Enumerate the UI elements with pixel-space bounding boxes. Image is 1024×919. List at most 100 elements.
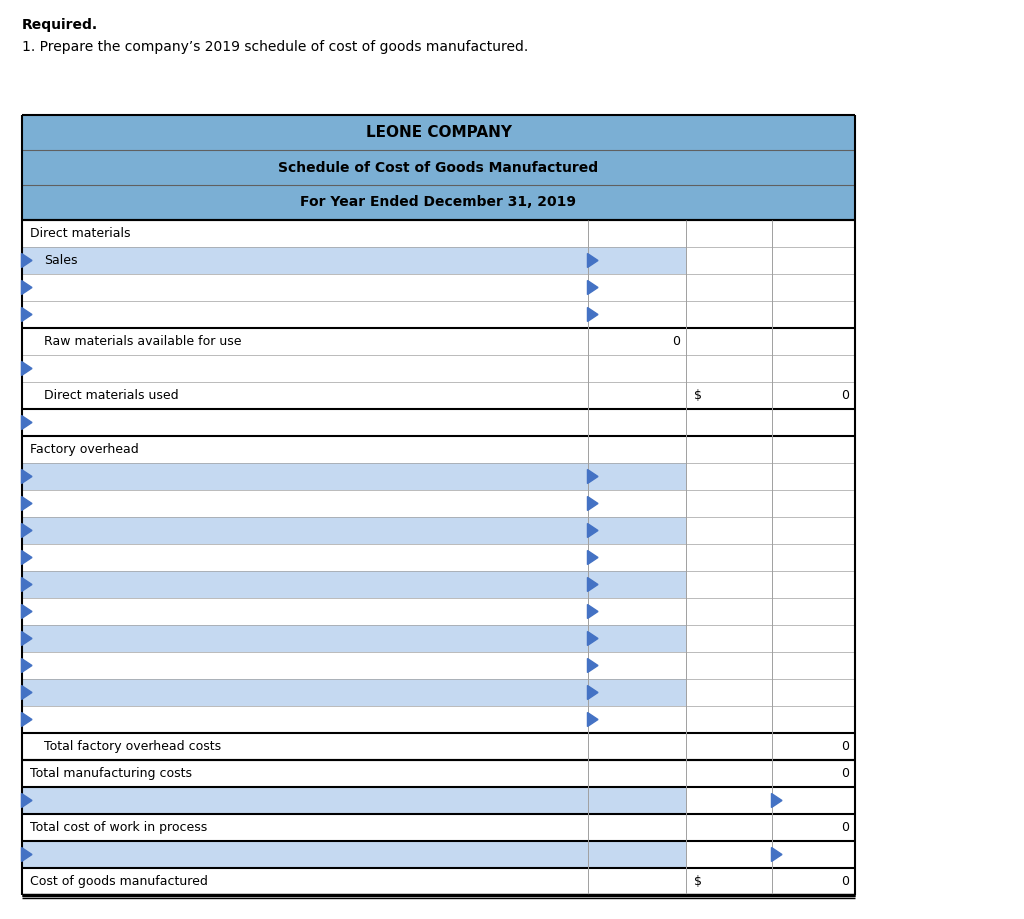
Bar — [22, 355, 588, 382]
Bar — [772, 760, 855, 787]
Bar — [686, 625, 772, 652]
Text: Factory overhead: Factory overhead — [30, 443, 138, 456]
Bar — [686, 274, 772, 301]
Bar — [588, 517, 686, 544]
Bar — [22, 598, 588, 625]
Bar — [22, 571, 588, 598]
Text: $: $ — [694, 389, 702, 402]
Bar — [588, 490, 686, 517]
Bar — [22, 185, 855, 220]
Polygon shape — [22, 280, 32, 294]
Bar — [588, 625, 686, 652]
Bar — [686, 436, 772, 463]
Text: Cost of goods manufactured: Cost of goods manufactured — [30, 875, 208, 888]
Bar — [772, 571, 855, 598]
Text: For Year Ended December 31, 2019: For Year Ended December 31, 2019 — [300, 196, 577, 210]
Bar — [588, 733, 686, 760]
Bar — [22, 787, 588, 814]
Bar — [686, 301, 772, 328]
Bar — [588, 301, 686, 328]
Text: Required.: Required. — [22, 18, 98, 32]
Bar — [686, 247, 772, 274]
Bar — [686, 706, 772, 733]
Bar — [22, 652, 588, 679]
Text: 1. Prepare the company’s 2019 schedule of cost of goods manufactured.: 1. Prepare the company’s 2019 schedule o… — [22, 40, 528, 54]
Polygon shape — [588, 550, 598, 564]
Polygon shape — [588, 659, 598, 673]
Bar — [686, 841, 772, 868]
Text: Total factory overhead costs: Total factory overhead costs — [44, 740, 221, 753]
Bar — [588, 463, 686, 490]
Bar — [588, 544, 686, 571]
Bar — [588, 571, 686, 598]
Bar — [686, 652, 772, 679]
Bar — [772, 328, 855, 355]
Bar — [686, 490, 772, 517]
Bar — [22, 409, 588, 436]
Text: $: $ — [694, 875, 702, 888]
Polygon shape — [588, 470, 598, 483]
Bar — [588, 652, 686, 679]
Bar — [22, 544, 588, 571]
Bar — [772, 301, 855, 328]
Polygon shape — [588, 631, 598, 645]
Bar — [686, 814, 772, 841]
Bar — [772, 463, 855, 490]
Bar — [772, 544, 855, 571]
Bar — [22, 517, 588, 544]
Bar — [772, 436, 855, 463]
Polygon shape — [22, 659, 32, 673]
Bar — [588, 814, 686, 841]
Polygon shape — [588, 686, 598, 699]
Bar — [772, 679, 855, 706]
Bar — [22, 733, 588, 760]
Bar — [686, 760, 772, 787]
Bar — [588, 220, 686, 247]
Polygon shape — [22, 712, 32, 727]
Bar — [588, 436, 686, 463]
Bar — [588, 355, 686, 382]
Bar — [686, 733, 772, 760]
Text: 0: 0 — [672, 335, 680, 348]
Bar — [22, 115, 855, 150]
Polygon shape — [22, 415, 32, 429]
Bar — [22, 814, 588, 841]
Bar — [588, 841, 686, 868]
Text: 0: 0 — [841, 821, 849, 834]
Polygon shape — [22, 361, 32, 376]
Bar — [588, 409, 686, 436]
Polygon shape — [22, 577, 32, 592]
Bar — [588, 706, 686, 733]
Polygon shape — [22, 550, 32, 564]
Polygon shape — [588, 254, 598, 267]
Bar — [588, 868, 686, 895]
Bar — [772, 598, 855, 625]
Bar — [22, 382, 588, 409]
Bar — [772, 814, 855, 841]
Bar — [588, 274, 686, 301]
Bar — [772, 868, 855, 895]
Bar — [686, 220, 772, 247]
Bar — [772, 625, 855, 652]
Polygon shape — [22, 308, 32, 322]
Bar — [686, 598, 772, 625]
Bar — [772, 787, 855, 814]
Polygon shape — [588, 605, 598, 618]
Bar — [686, 517, 772, 544]
Bar — [22, 760, 588, 787]
Polygon shape — [22, 254, 32, 267]
Text: Total manufacturing costs: Total manufacturing costs — [30, 767, 193, 780]
Bar — [588, 382, 686, 409]
Polygon shape — [588, 524, 598, 538]
Text: 0: 0 — [841, 389, 849, 402]
Bar — [772, 517, 855, 544]
Bar — [588, 598, 686, 625]
Bar — [588, 328, 686, 355]
Text: Sales: Sales — [44, 254, 78, 267]
Bar — [22, 841, 588, 868]
Text: Raw materials available for use: Raw materials available for use — [44, 335, 242, 348]
Bar — [588, 787, 686, 814]
Bar — [588, 760, 686, 787]
Polygon shape — [22, 631, 32, 645]
Bar — [686, 328, 772, 355]
